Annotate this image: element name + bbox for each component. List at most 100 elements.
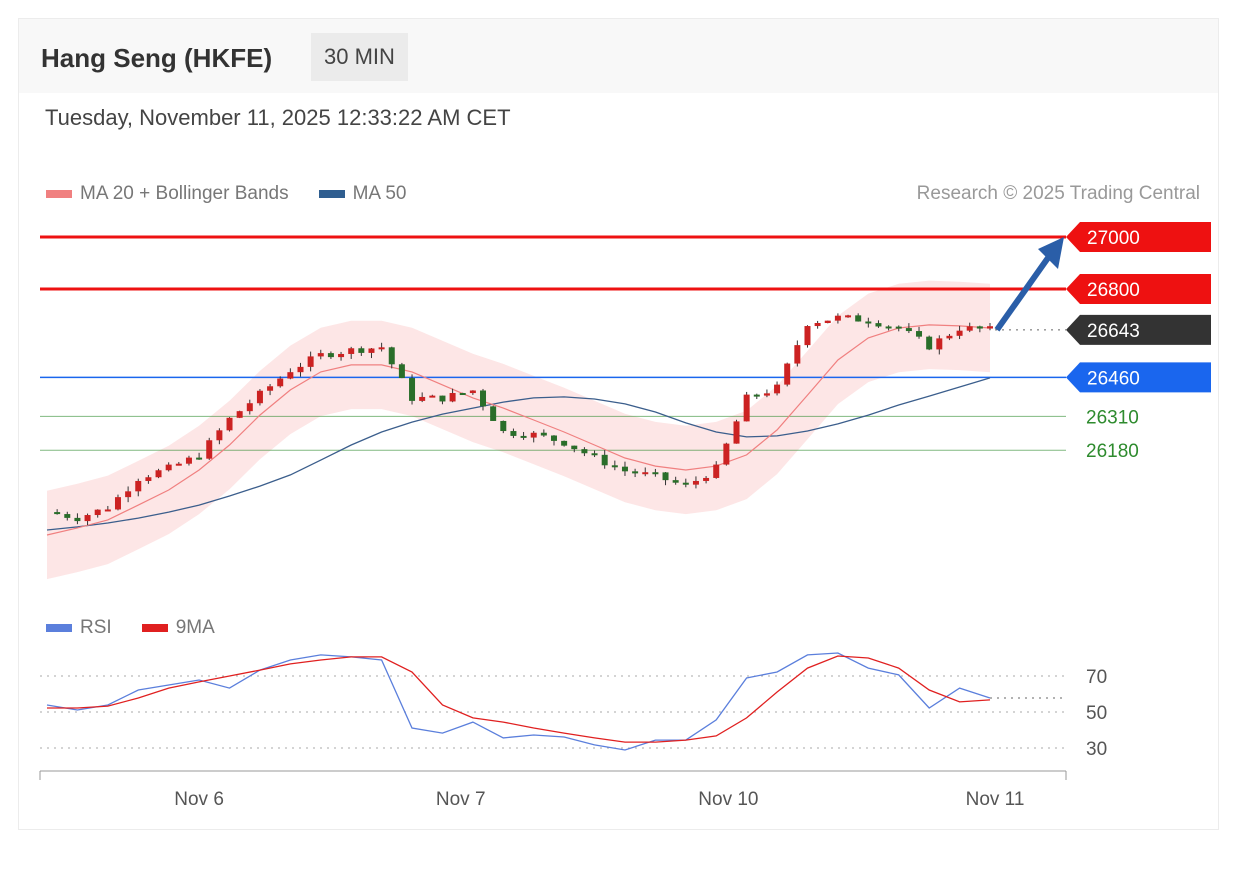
candle-body: [550, 435, 557, 441]
candle-body: [652, 472, 659, 475]
candle-body: [277, 378, 284, 387]
rsi-tick-label: 70: [1086, 667, 1107, 688]
candle-body: [865, 321, 872, 324]
candle-body: [388, 347, 395, 365]
candle-body: [459, 393, 466, 396]
candle-body: [540, 432, 547, 436]
candle-body: [703, 477, 710, 481]
ma20-swatch: [46, 190, 72, 198]
candle-body: [94, 509, 101, 516]
candle-body: [246, 403, 253, 412]
candle-body: [916, 331, 923, 337]
candle-body: [642, 472, 649, 475]
level-tag-27000: [1066, 222, 1211, 252]
candle-body: [510, 431, 517, 436]
candle-body: [763, 393, 770, 396]
candle-body: [449, 393, 456, 402]
candle-body: [946, 335, 953, 339]
candle-body: [784, 363, 791, 385]
candle-body: [601, 454, 608, 466]
candle-body: [976, 326, 983, 329]
candle-body: [307, 356, 314, 367]
candle-body: [824, 320, 831, 324]
candle-body: [206, 440, 213, 459]
instrument-title: Hang Seng (HKFE): [41, 43, 273, 73]
candle-body: [621, 466, 628, 472]
candle-body: [297, 366, 304, 373]
level-label-26643: 26643: [1087, 321, 1140, 342]
candle-body: [966, 326, 973, 331]
ma9-line: [47, 655, 991, 743]
x-tick-label: Nov 6: [174, 789, 224, 810]
candle-body: [114, 497, 121, 510]
chart-header: [19, 19, 1218, 93]
candle-body: [774, 384, 781, 394]
legend-ma20: MA 20 + Bollinger Bands: [80, 183, 289, 204]
candle-body: [287, 372, 294, 379]
candle-body: [855, 315, 862, 322]
ma20-line: [46, 324, 991, 536]
level-label-26800: 26800: [1087, 280, 1140, 301]
level-label-26460: 26460: [1087, 368, 1140, 389]
candle-body: [104, 509, 111, 512]
candle-body: [530, 432, 537, 438]
candle-body: [348, 348, 355, 354]
datetime-label: Tuesday, November 11, 2025 12:33:22 AM C…: [45, 105, 511, 130]
candle-body: [480, 390, 487, 407]
candle-body: [196, 457, 203, 460]
level-tag-26800: [1066, 274, 1211, 304]
price-legend: MA 20 + Bollinger Bands MA 50: [46, 183, 406, 205]
candle-body: [358, 348, 365, 353]
candle-body: [338, 353, 345, 358]
candle-body: [490, 406, 497, 421]
candle-body: [895, 326, 902, 329]
candle-body: [256, 390, 263, 404]
candle-body: [743, 394, 750, 422]
rsi-tick-label: 50: [1086, 703, 1107, 724]
rsi-legend: RSI 9MA: [46, 617, 215, 639]
candle-body: [834, 315, 841, 321]
candle-body: [987, 326, 993, 329]
x-tick-label: Nov 11: [966, 789, 1025, 810]
candle-body: [125, 491, 132, 498]
candle-body: [216, 430, 223, 441]
candle-body: [713, 464, 720, 478]
x-tick-label: Nov 10: [698, 789, 758, 810]
candle-body: [500, 420, 507, 432]
candle-body: [419, 396, 426, 401]
candle-body: [753, 394, 760, 397]
candle-body: [723, 443, 730, 465]
candle-body: [327, 353, 334, 358]
candle-body: [581, 449, 588, 454]
candle-body: [682, 482, 689, 485]
legend-ma9: 9MA: [175, 617, 215, 638]
candle-body: [804, 326, 811, 346]
candle-body: [54, 512, 61, 515]
timeframe-badge[interactable]: 30 MIN: [311, 33, 408, 81]
candle-body: [905, 328, 912, 332]
candle-body: [429, 395, 436, 398]
candle-body: [469, 390, 476, 394]
candle-body: [794, 345, 801, 364]
ma50-swatch: [318, 190, 345, 198]
candle-body: [267, 386, 274, 391]
candle-body: [692, 480, 699, 485]
ma50-line: [46, 377, 991, 531]
candle-body: [135, 480, 142, 492]
candle-body: [926, 336, 933, 350]
candle-body: [956, 330, 963, 336]
level-tag-26460: [1066, 362, 1211, 393]
candle-body: [145, 477, 152, 481]
ma9-swatch: [141, 624, 168, 632]
x-tick-label: Nov 7: [436, 789, 486, 810]
candle-body: [378, 347, 385, 350]
candle-body: [185, 457, 192, 464]
candle-body: [398, 364, 405, 379]
projection-arrow-head: [1038, 237, 1064, 269]
candle-body: [571, 445, 578, 450]
candle-body: [591, 453, 598, 456]
level-label-26310: 26310: [1086, 407, 1139, 428]
credit-text: Research © 2025 Trading Central: [916, 183, 1200, 204]
level-label-26180: 26180: [1086, 441, 1139, 462]
